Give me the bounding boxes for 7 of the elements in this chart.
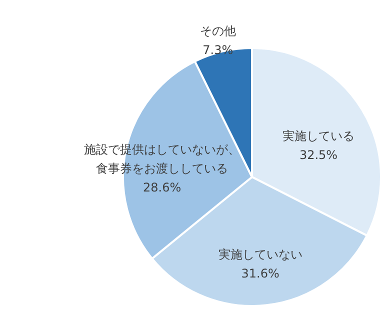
data-label: 28.6%: [143, 180, 182, 194]
data-label: 32.5%: [299, 148, 338, 162]
slice-label: その他: [200, 24, 236, 38]
slice-label: 実施している: [282, 129, 355, 144]
data-label: 31.6%: [241, 266, 280, 281]
slice-label: 実施していない: [218, 248, 302, 262]
data-label: 7.3%: [202, 42, 234, 57]
